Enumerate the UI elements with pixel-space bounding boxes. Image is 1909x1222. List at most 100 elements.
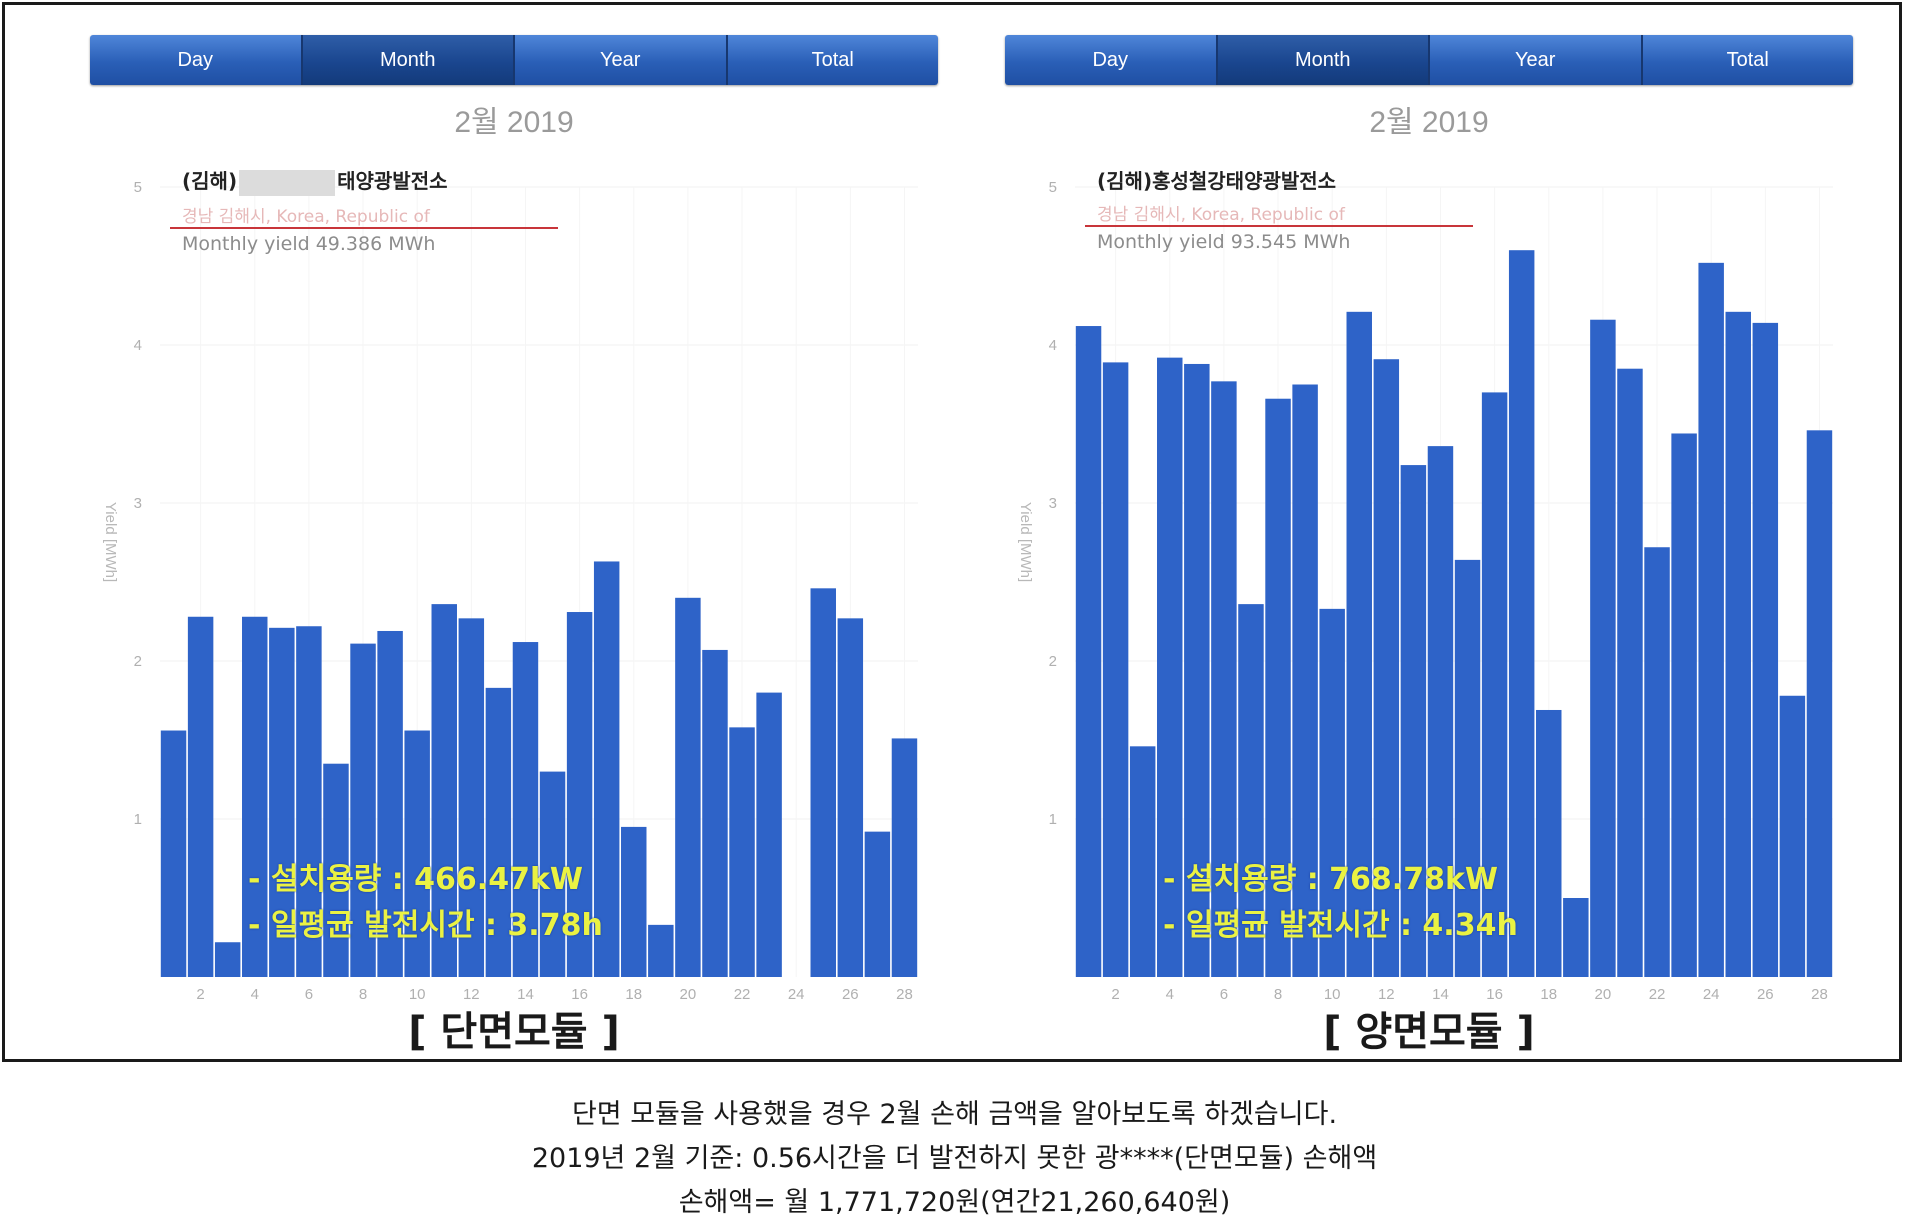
tab-total[interactable]: Total <box>727 35 938 85</box>
x-tick-label: 10 <box>1324 986 1341 1003</box>
x-tick-label: 16 <box>1486 986 1503 1003</box>
period-tabs: Day Month Year Total <box>1005 35 1853 85</box>
bar <box>1454 559 1481 977</box>
x-tick-label: 24 <box>788 986 805 1003</box>
tab-day[interactable]: Day <box>90 35 303 85</box>
station-info: (김해)홍성철강태양광발전소 경남 김해시, Korea, Republic o… <box>1085 165 1473 253</box>
avg-hours-note: - 일평균 발전시간 : 3.78h <box>248 908 603 943</box>
tab-year[interactable]: Year <box>1430 35 1643 85</box>
station-name-prefix: (김해)홍성철강태양광발전소 <box>1097 169 1337 193</box>
bar <box>1779 695 1806 977</box>
x-tick-label: 6 <box>305 986 313 1003</box>
comparison-frame: Day Month Year Total 2월 2019 1 2 3 4 5 2 4 6 8 10… <box>2 2 1902 1062</box>
x-tick-label: 24 <box>1703 986 1720 1003</box>
bar <box>1644 547 1670 977</box>
tab-day[interactable]: Day <box>1005 35 1218 85</box>
bar <box>458 618 485 977</box>
bar <box>864 831 891 977</box>
bar <box>891 738 918 977</box>
y-tick-label: 4 <box>134 337 142 354</box>
location-underline <box>170 226 558 229</box>
x-tick-label: 28 <box>896 986 913 1003</box>
y-tick-label: 5 <box>134 179 142 196</box>
monthly-yield: Monthly yield 93.545 MWh <box>1097 231 1351 253</box>
x-tick-label: 18 <box>1540 986 1557 1003</box>
bar <box>160 730 187 977</box>
location-underline <box>1085 225 1473 227</box>
x-tick-label: 4 <box>1166 986 1174 1003</box>
period-tabs: Day Month Year Total <box>90 35 938 85</box>
tab-month[interactable]: Month <box>1217 35 1430 85</box>
bar <box>1563 898 1589 977</box>
bar <box>404 730 430 977</box>
caption-line-3: 손해액= 월 1,771,720원(연간21,260,640원) <box>678 1187 1231 1218</box>
bar <box>566 612 593 977</box>
bar <box>1102 362 1129 977</box>
bar <box>539 771 566 977</box>
bar <box>214 942 241 977</box>
bar <box>512 642 539 977</box>
module-label: [ 양면모듈 ] <box>1323 1009 1535 1055</box>
avg-hours-note: - 일평균 발전시간 : 4.34h <box>1163 908 1518 943</box>
x-tick-label: 14 <box>517 986 534 1003</box>
bar <box>621 826 647 977</box>
y-tick-label: 2 <box>1049 653 1057 670</box>
bar <box>1698 262 1724 978</box>
bar <box>1752 322 1779 977</box>
bar <box>269 627 295 977</box>
bar <box>702 649 728 977</box>
x-tick-label: 20 <box>1595 986 1612 1003</box>
bar <box>1427 446 1454 977</box>
bar <box>1319 608 1345 977</box>
bar <box>1157 357 1183 977</box>
y-tick-label: 4 <box>1049 337 1057 354</box>
y-axis-label: Yield [MWh] <box>102 502 119 582</box>
bar <box>1671 433 1697 978</box>
bar <box>1400 465 1427 977</box>
bar <box>485 687 512 977</box>
bar <box>1265 398 1291 978</box>
x-tick-label: 16 <box>571 986 588 1003</box>
x-tick-label: 4 <box>251 986 259 1003</box>
y-tick-label: 2 <box>134 653 142 670</box>
station-location: 경남 김해시, Korea, Republic of <box>1097 205 1345 225</box>
overlay-notes: - 설치용량 : 466.47kW - 일평균 발전시간 : 3.78h <box>248 857 603 949</box>
x-tick-label: 10 <box>409 986 426 1003</box>
bar <box>431 604 457 977</box>
bar <box>837 618 864 977</box>
tab-month[interactable]: Month <box>302 35 515 85</box>
x-tick-label: 8 <box>1274 986 1282 1003</box>
bar <box>756 692 782 977</box>
tab-total[interactable]: Total <box>1642 35 1853 85</box>
bar <box>1346 311 1372 977</box>
bar <box>1536 709 1562 977</box>
x-tick-label: 18 <box>625 986 642 1003</box>
x-tick-label: 26 <box>1757 986 1774 1003</box>
bar <box>1481 392 1508 977</box>
bar <box>648 924 674 977</box>
bar <box>1129 746 1156 977</box>
x-tick-label: 20 <box>680 986 697 1003</box>
y-tick-label: 3 <box>134 495 142 512</box>
station-name: (김해) 태양광발전소 <box>182 165 558 196</box>
bar <box>1184 363 1210 977</box>
redacted-name-block <box>239 169 336 196</box>
bar <box>1806 430 1833 977</box>
tab-year[interactable]: Year <box>515 35 728 85</box>
bar <box>1590 319 1616 978</box>
x-tick-label: 6 <box>1220 986 1228 1003</box>
station-name-suffix: 태양광발전소 <box>337 169 448 193</box>
bar <box>1238 604 1264 977</box>
y-tick-label: 5 <box>1049 179 1057 196</box>
station-name: (김해)홍성철강태양광발전소 <box>1097 165 1473 194</box>
station-info: (김해) 태양광발전소 경남 김해시, Korea, Republic of Mo… <box>170 165 558 255</box>
y-tick-label: 1 <box>134 811 142 828</box>
bar <box>323 763 349 977</box>
x-tick-label: 28 <box>1811 986 1828 1003</box>
bar <box>1373 359 1400 978</box>
bar <box>1508 250 1535 977</box>
bar <box>242 616 268 977</box>
x-tick-label: 22 <box>734 986 751 1003</box>
